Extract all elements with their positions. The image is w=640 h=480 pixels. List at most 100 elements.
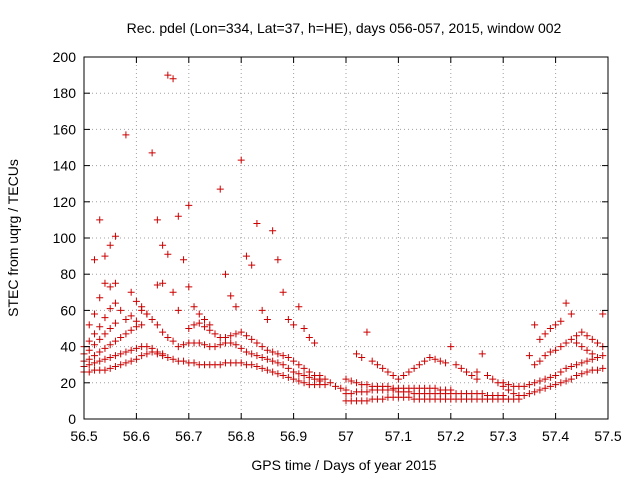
- data-point: [117, 361, 125, 369]
- data-point: [504, 381, 512, 389]
- data-point: [473, 368, 481, 376]
- data-point: [546, 373, 554, 381]
- data-point: [169, 288, 177, 296]
- data-point: [263, 346, 271, 354]
- y-tick-label: 140: [53, 158, 77, 174]
- data-point: [101, 366, 109, 374]
- data-point: [148, 344, 156, 352]
- data-point: [248, 261, 256, 269]
- data-point: [499, 391, 507, 399]
- data-point: [111, 232, 119, 240]
- data-point: [483, 372, 491, 380]
- y-tick-label: 20: [60, 375, 76, 391]
- data-point: [190, 359, 198, 367]
- data-point: [599, 310, 607, 318]
- data-point: [127, 312, 135, 320]
- data-point: [436, 357, 444, 365]
- data-point: [101, 252, 109, 260]
- data-point: [106, 353, 114, 361]
- data-point: [337, 384, 345, 392]
- data-point: [185, 201, 193, 209]
- data-point: [567, 310, 575, 318]
- data-point: [242, 252, 250, 260]
- data-point: [85, 355, 93, 363]
- data-point: [295, 377, 303, 385]
- data-point: [153, 216, 161, 224]
- series-arc-12: [138, 303, 177, 345]
- data-point: [263, 315, 271, 323]
- data-point: [195, 319, 203, 327]
- data-point: [279, 372, 287, 380]
- data-point: [363, 397, 371, 405]
- data-point: [190, 303, 198, 311]
- data-point: [159, 241, 167, 249]
- series-arc-16: [185, 201, 214, 329]
- data-point: [284, 364, 292, 372]
- data-point: [96, 294, 104, 302]
- data-point: [342, 375, 350, 383]
- data-point: [180, 357, 188, 365]
- data-point: [216, 341, 224, 349]
- data-point: [473, 375, 481, 383]
- data-point: [96, 348, 104, 356]
- y-tick-label: 80: [60, 266, 76, 282]
- data-point: [536, 335, 544, 343]
- data-point: [169, 75, 177, 83]
- data-point: [279, 361, 287, 369]
- data-point: [573, 339, 581, 347]
- data-point: [274, 256, 282, 264]
- data-point: [169, 337, 177, 345]
- data-point: [237, 344, 245, 352]
- data-point: [90, 352, 98, 360]
- data-point: [221, 334, 229, 342]
- data-point: [111, 352, 119, 360]
- data-point: [164, 334, 172, 342]
- data-point: [269, 227, 277, 235]
- data-point: [578, 343, 586, 351]
- data-point: [588, 350, 596, 358]
- data-point: [541, 384, 549, 392]
- data-point: [531, 361, 539, 369]
- data-point: [106, 341, 114, 349]
- data-point: [311, 339, 319, 347]
- data-point: [164, 250, 172, 258]
- series-arc-06: [85, 279, 119, 329]
- data-point: [106, 305, 114, 313]
- data-point: [583, 346, 591, 354]
- data-point: [290, 375, 298, 383]
- data-point: [557, 317, 565, 325]
- data-point: [290, 368, 298, 376]
- y-tick-label: 60: [60, 302, 76, 318]
- data-point: [148, 149, 156, 157]
- data-point: [96, 357, 104, 365]
- series-arc-01: [80, 348, 167, 376]
- y-tick-label: 200: [53, 49, 77, 65]
- data-point: [96, 216, 104, 224]
- data-point: [258, 343, 266, 351]
- data-point: [201, 315, 209, 323]
- series-arc-25: [473, 350, 607, 399]
- data-point: [232, 330, 240, 338]
- data-point: [546, 382, 554, 390]
- data-point: [143, 343, 151, 351]
- data-point: [352, 379, 360, 387]
- data-point: [394, 375, 402, 383]
- data-point: [583, 368, 591, 376]
- data-point: [326, 379, 334, 387]
- series-arc-19: [316, 372, 350, 394]
- data-point: [520, 382, 528, 390]
- data-point: [111, 337, 119, 345]
- data-point: [363, 388, 371, 396]
- data-point: [122, 359, 130, 367]
- data-point: [195, 310, 203, 318]
- data-point: [379, 364, 387, 372]
- series-arc-22: [342, 375, 455, 394]
- data-point: [164, 353, 172, 361]
- data-point: [138, 352, 146, 360]
- series-arc-24: [400, 343, 481, 383]
- data-point: [321, 375, 329, 383]
- data-point: [117, 350, 125, 358]
- y-tick-label: 40: [60, 339, 76, 355]
- data-point: [111, 319, 119, 327]
- data-point: [290, 321, 298, 329]
